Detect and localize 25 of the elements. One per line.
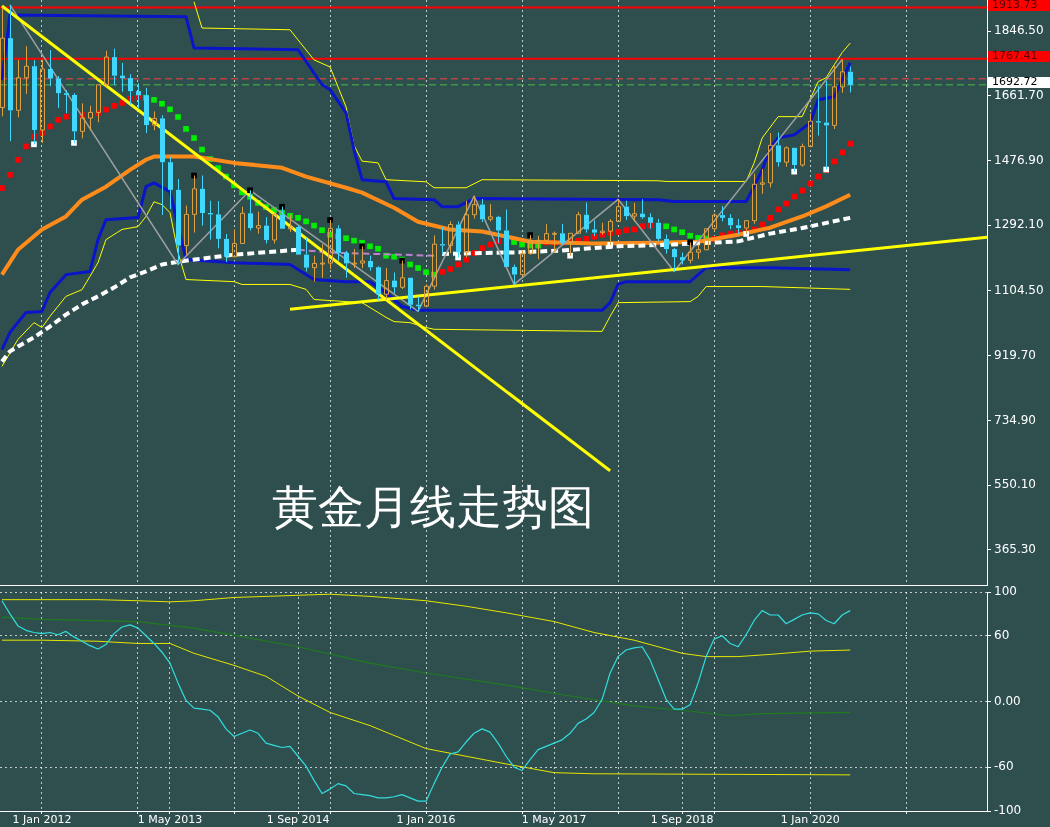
y-tick-label: 919.70 (994, 347, 1036, 362)
ref-line-label: 1913.73 (992, 0, 1038, 12)
x-tick-label: 1 Jan 2020 (780, 813, 840, 827)
text: 黄金月线走势图 (272, 480, 594, 534)
y-tick-label: 1292.10 (994, 217, 1044, 232)
y-tick-label: 550.10 (994, 477, 1036, 492)
y-tick-label: 365.30 (994, 541, 1036, 556)
ref-line-label: 1767.41 (992, 49, 1038, 63)
x-tick-label: 1 May 2013 (137, 813, 203, 827)
y-tick-label: 1104.50 (994, 283, 1044, 298)
y-tick-label: 1661.70 (994, 87, 1044, 102)
x-tick-label: 1 Jan 2012 (12, 813, 72, 827)
y-tick-label: 60 (994, 627, 1010, 642)
x-tick-label: 1 Sep 2014 (266, 813, 330, 827)
y-tick-label: -60 (994, 759, 1014, 774)
ref-line-label: 1692.72 (992, 75, 1038, 89)
y-tick-label: 734.90 (994, 412, 1036, 427)
y-tick-label: 0.00 (994, 693, 1021, 708)
x-tick-label: 1 May 2017 (521, 813, 587, 827)
y-tick-label: 1476.90 (994, 152, 1044, 167)
x-tick-label: 1 Sep 2018 (650, 813, 714, 827)
y-tick-label: -100 (994, 803, 1022, 818)
x-tick-label: 1 Jan 2016 (396, 813, 456, 827)
y-tick-label: 100 (994, 584, 1017, 599)
y-tick-label: 1846.50 (994, 23, 1044, 38)
